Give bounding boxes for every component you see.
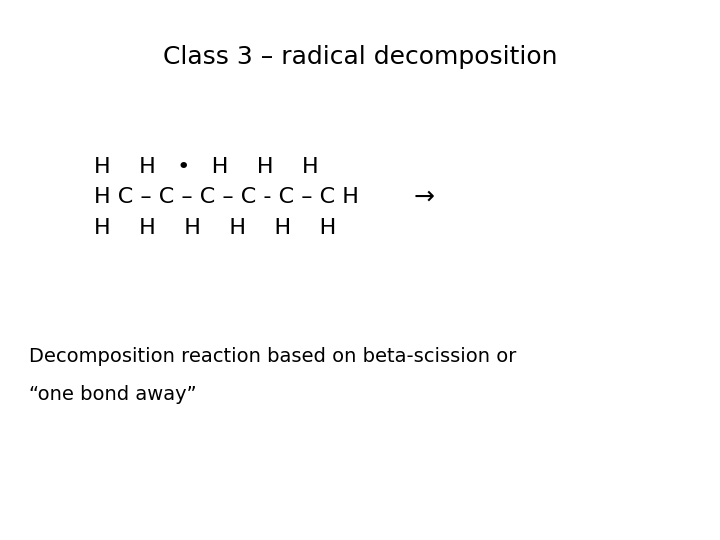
Text: Class 3 – radical decomposition: Class 3 – radical decomposition: [163, 45, 557, 69]
Text: H C – C – C – C - C – C H: H C – C – C – C - C – C H: [94, 187, 359, 207]
Text: H    H    H    H    H    H: H H H H H H: [94, 218, 336, 238]
Text: “one bond away”: “one bond away”: [29, 384, 197, 404]
Text: →: →: [414, 185, 435, 209]
Text: Decomposition reaction based on beta-scission or: Decomposition reaction based on beta-sci…: [29, 347, 516, 366]
Text: H    H   •   H    H    H: H H • H H H: [94, 157, 318, 178]
